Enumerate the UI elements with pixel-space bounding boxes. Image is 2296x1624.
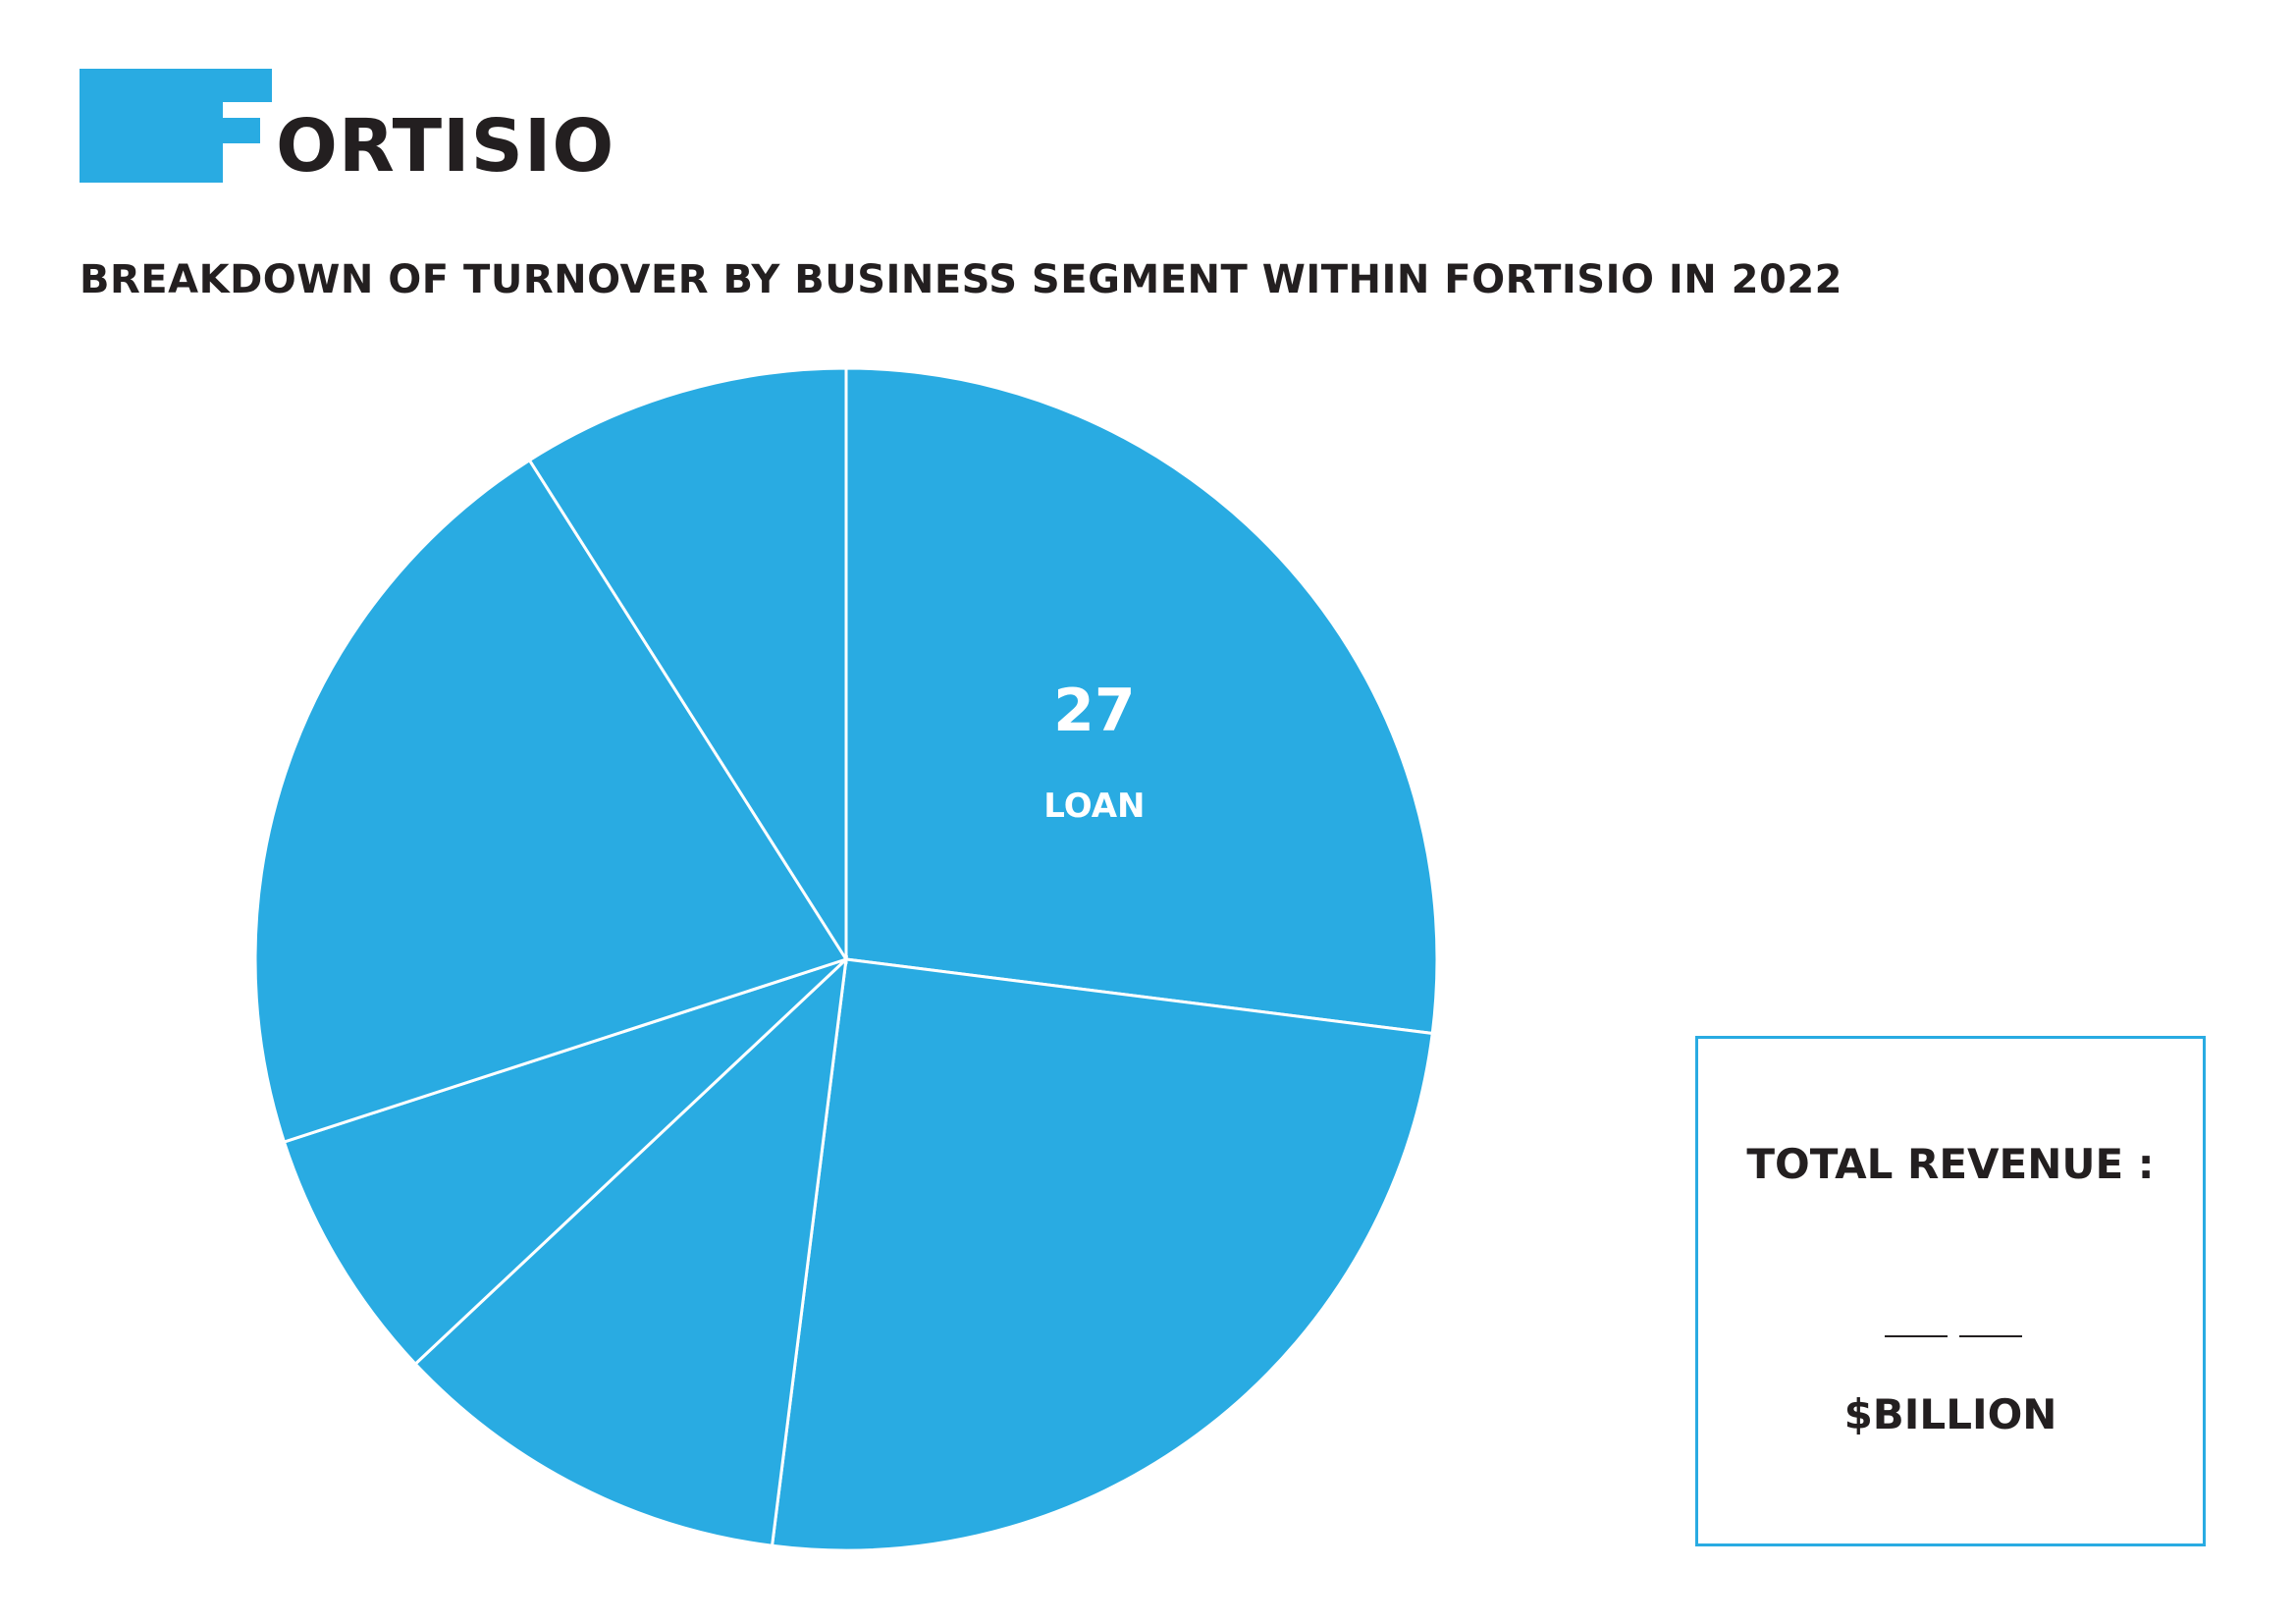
logo-wordmark: ORTISIO — [276, 104, 615, 189]
blank-line-left — [1885, 1335, 1948, 1337]
fortisio-logo: ORTISIO — [80, 69, 614, 185]
pie-slice-1 — [844, 366, 1439, 1036]
pie-slice-6 — [527, 366, 848, 965]
logo-square-mark — [80, 69, 193, 183]
pie-slice-4 — [282, 957, 848, 1367]
pie-slice-5 — [253, 458, 849, 1144]
total-revenue-label: TOTAL REVENUE : — [1746, 1140, 2155, 1188]
logo-f-middle-bar — [191, 118, 260, 143]
total-revenue-blank — [1885, 1335, 2022, 1337]
pie-slice-2 — [770, 957, 1434, 1552]
logo-f-gap — [223, 102, 272, 118]
chart-title: BREAKDOWN OF TURNOVER BY BUSINESS SEGMEN… — [80, 257, 1842, 302]
total-revenue-unit: $BILLION — [1843, 1390, 2057, 1438]
slice-value-label: 27 — [1053, 677, 1136, 745]
total-revenue-box: TOTAL REVENUE : $BILLION — [1695, 1036, 2206, 1546]
slice-category-label: LOAN — [1043, 786, 1145, 826]
logo-f-top-bar — [191, 69, 272, 102]
blank-line-right — [1959, 1335, 2022, 1337]
pie-slice-3 — [413, 955, 849, 1547]
